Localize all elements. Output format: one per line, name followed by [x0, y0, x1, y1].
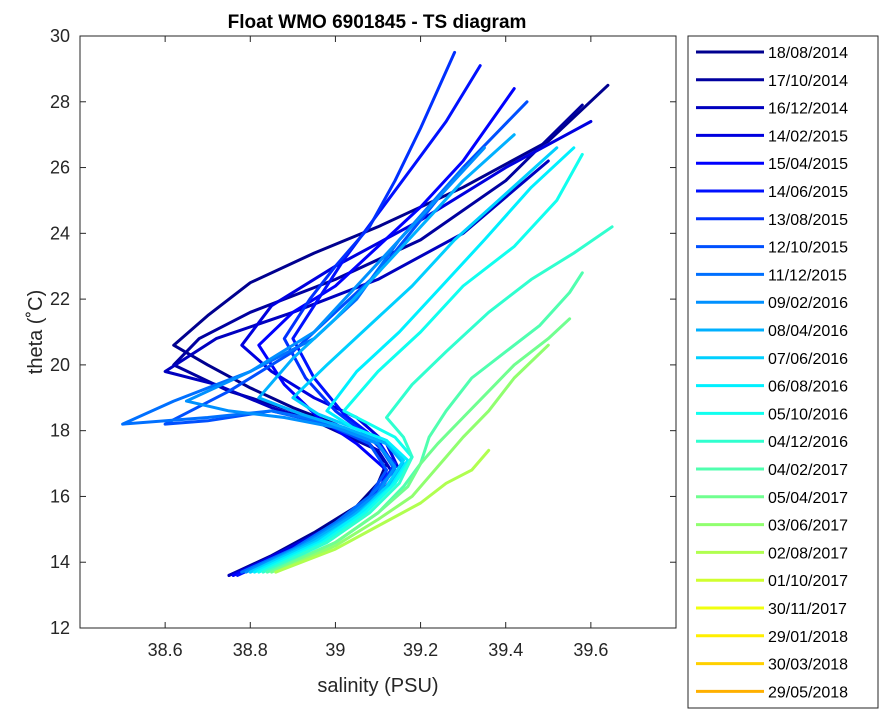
y-tick-label: 12: [50, 618, 70, 638]
x-tick-label: 38.6: [148, 640, 183, 660]
x-ticks: 38.6 38.8 39 39.2 39.4 39.6: [148, 36, 608, 660]
legend-entry-label: 05/10/2016: [768, 406, 848, 423]
x-tick-label: 39: [325, 640, 345, 660]
y-tick-label: 28: [50, 92, 70, 112]
legend-entry-label: 12/10/2015: [768, 240, 848, 257]
x-tick-label: 38.8: [233, 640, 268, 660]
x-tick-label: 39.6: [573, 640, 608, 660]
y-tick-label: 26: [50, 158, 70, 178]
y-tick-label: 22: [50, 289, 70, 309]
series-line-9: [184, 146, 486, 574]
y-tick-label: 16: [50, 486, 70, 506]
legend-entry-label: 14/02/2015: [768, 128, 848, 145]
legend-entry-label: 03/06/2017: [768, 518, 848, 535]
x-tick-label: 39.4: [488, 640, 523, 660]
y-tick-label: 14: [50, 552, 70, 572]
x-tick-label: 39.2: [403, 640, 438, 660]
legend-entry-label: 02/08/2017: [768, 545, 848, 562]
series-line-12: [253, 146, 576, 574]
legend-entries: 18/08/2014 17/10/2014 16/12/2014 14/02/2015…: [696, 45, 848, 701]
chart-title: Float WMO 6901845 - TS diagram: [228, 12, 527, 33]
y-tick-label: 24: [50, 223, 70, 243]
axes-box: [79, 35, 677, 629]
legend-entry-label: 06/08/2016: [768, 379, 848, 396]
legend-entry-label: 09/02/2016: [768, 295, 848, 312]
legend-entry-label: 16/12/2014: [768, 101, 848, 118]
series-line-14: [261, 225, 614, 574]
series-line-13: [257, 152, 584, 574]
plot-area: [80, 36, 676, 628]
legend-entry-label: 04/12/2016: [768, 434, 848, 451]
y-tick-label: 20: [50, 355, 70, 375]
legend-entry-label: 30/11/2017: [768, 601, 847, 618]
legend-entry-label: 08/04/2016: [768, 323, 848, 340]
series-layer: [121, 50, 614, 577]
x-axis-label: salinity (PSU): [317, 675, 438, 697]
series-line-17: [274, 343, 550, 574]
legend-box: [687, 35, 879, 709]
series-line-16: [270, 317, 572, 574]
legend: 18/08/2014 17/10/2014 16/12/2014 14/02/2015…: [687, 35, 879, 709]
legend-entry-label: 14/06/2015: [768, 184, 848, 201]
legend-entry-label: 04/02/2017: [768, 462, 848, 479]
legend-entry-label: 01/10/2017: [768, 573, 848, 590]
legend-entry-label: 07/06/2016: [768, 351, 848, 368]
legend-entry-label: 11/12/2015: [768, 267, 847, 284]
legend-entry-label: 18/08/2014: [768, 45, 848, 62]
legend-entry-label: 29/05/2018: [768, 684, 848, 701]
legend-entry-label: 17/10/2014: [768, 73, 848, 90]
y-tick-label: 30: [50, 26, 70, 46]
legend-entry-label: 30/03/2018: [768, 657, 848, 674]
legend-entry-label: 05/04/2017: [768, 490, 848, 507]
y-tick-label: 18: [50, 421, 70, 441]
legend-entry-label: 15/04/2015: [768, 156, 848, 173]
y-axis-label: theta (˚C): [25, 290, 47, 374]
legend-entry-label: 13/08/2015: [768, 212, 848, 229]
series-line-18: [274, 448, 491, 574]
legend-entry-label: 29/01/2018: [768, 629, 848, 646]
y-ticks: 12 14 16 18 20 22 24 26 28 30: [50, 26, 676, 638]
